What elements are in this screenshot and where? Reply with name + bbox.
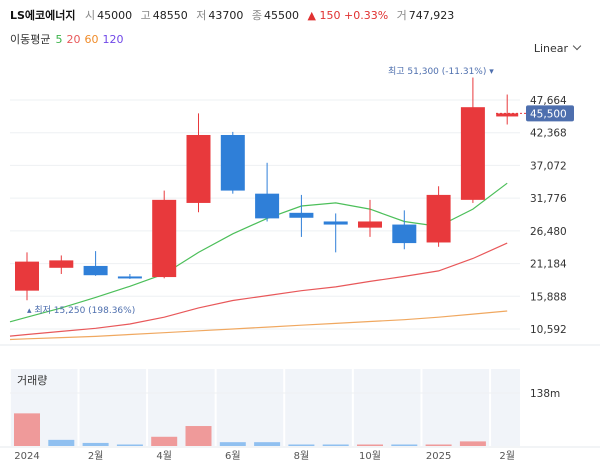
y-tick-label: 15,888 bbox=[530, 291, 567, 303]
volume-bar[interactable] bbox=[391, 444, 418, 447]
volume-bar[interactable] bbox=[116, 444, 143, 447]
candle-body[interactable] bbox=[152, 199, 177, 278]
ma20-line bbox=[9, 242, 508, 337]
close-label: 종 bbox=[251, 9, 263, 22]
candle-body[interactable] bbox=[426, 194, 451, 243]
min-price-annotation: ▴ 최저 15,250 (198.36%) bbox=[27, 305, 135, 316]
volume-label: 거 bbox=[396, 9, 407, 22]
x-tick-label: 2024 bbox=[14, 451, 39, 462]
ma60-line bbox=[9, 310, 508, 341]
x-tick-label: 2월 bbox=[88, 450, 104, 462]
volume-bar[interactable] bbox=[48, 439, 75, 446]
x-tick-label: 6월 bbox=[225, 450, 241, 462]
candle-body[interactable] bbox=[83, 265, 108, 276]
volume-bar[interactable] bbox=[151, 436, 178, 446]
candle-body[interactable] bbox=[289, 212, 314, 218]
volume-bar[interactable] bbox=[185, 426, 212, 446]
scale-mode-dropdown[interactable]: Linear bbox=[533, 41, 582, 55]
volume-panel-bg bbox=[216, 369, 284, 446]
y-tick-label: 10,592 bbox=[530, 324, 567, 336]
volume-panel-bg bbox=[79, 369, 147, 446]
volume-bar[interactable] bbox=[14, 413, 40, 446]
ma-period-20[interactable]: 20 bbox=[66, 33, 81, 46]
x-tick-label: 8월 bbox=[294, 450, 310, 462]
candle-body[interactable] bbox=[392, 224, 417, 244]
volume-panel-bg bbox=[422, 369, 490, 446]
volume-panel-bg bbox=[285, 369, 352, 446]
volume-bar[interactable] bbox=[219, 442, 246, 446]
low-price: 43700 bbox=[208, 9, 244, 22]
candle-body[interactable] bbox=[460, 107, 485, 200]
volume-value: 747,923 bbox=[408, 9, 455, 22]
price-change: ▲ 150 +0.33% bbox=[307, 9, 389, 22]
y-tick-label: 26,480 bbox=[530, 226, 567, 238]
x-tick-label: 2025 bbox=[426, 451, 451, 462]
ma-period-120[interactable]: 120 bbox=[102, 33, 124, 46]
candle-body[interactable] bbox=[117, 276, 142, 279]
candle-body[interactable] bbox=[496, 113, 519, 117]
low-label: 저 bbox=[196, 9, 207, 22]
ma5-line bbox=[9, 182, 508, 323]
volume-bar[interactable] bbox=[82, 442, 109, 446]
ma-period-5[interactable]: 5 bbox=[55, 33, 63, 46]
candle-body[interactable] bbox=[323, 221, 348, 225]
y-tick-label: 37,072 bbox=[530, 160, 567, 172]
open-label: 시 bbox=[85, 9, 96, 22]
stock-header: LS에코에너지 시 45000 고 48550 저 43700 종 45500 ▲ 15… bbox=[10, 7, 459, 23]
y-tick-label: 47,664 bbox=[530, 95, 567, 107]
volume-axis-label: 138m bbox=[530, 388, 560, 400]
volume-panel-bg bbox=[353, 369, 421, 446]
volume-bar[interactable] bbox=[357, 444, 383, 447]
scale-mode-label: Linear bbox=[533, 42, 568, 55]
stock-name: LS에코에너지 bbox=[10, 9, 76, 22]
volume-bar[interactable] bbox=[254, 442, 281, 446]
close-price: 45500 bbox=[264, 9, 300, 22]
candle-body[interactable] bbox=[186, 134, 211, 203]
moving-average-legend[interactable]: 이동평균 5 20 60 120 bbox=[10, 31, 127, 47]
y-tick-label: 31,776 bbox=[530, 193, 567, 205]
current-price-tag bbox=[526, 105, 574, 122]
x-tick-label: 4월 bbox=[156, 450, 172, 462]
candle-body[interactable] bbox=[15, 261, 39, 291]
volume-bar[interactable] bbox=[288, 444, 315, 447]
open-price: 45000 bbox=[97, 9, 133, 22]
volume-bar[interactable] bbox=[459, 441, 486, 446]
candle-body[interactable] bbox=[255, 193, 280, 219]
candle-body[interactable] bbox=[358, 221, 382, 228]
candle-body[interactable] bbox=[220, 134, 245, 191]
candle-body[interactable] bbox=[49, 260, 74, 268]
volume-bar[interactable] bbox=[322, 444, 349, 447]
moving-average-label: 이동평균 bbox=[10, 33, 51, 46]
volume-panel-bg bbox=[491, 369, 520, 446]
y-tick-label: 21,184 bbox=[530, 259, 567, 271]
volume-bar[interactable] bbox=[425, 444, 452, 447]
current-price-value: 45,500 bbox=[530, 108, 567, 120]
ma-period-60[interactable]: 60 bbox=[84, 33, 99, 46]
high-price: 48550 bbox=[152, 9, 188, 22]
volume-title: 거래량 bbox=[17, 374, 47, 387]
x-tick-label: 10월 bbox=[359, 450, 381, 462]
high-label: 고 bbox=[140, 9, 151, 22]
x-tick-label: 2월 bbox=[499, 450, 515, 462]
y-tick-label: 42,368 bbox=[530, 128, 567, 140]
max-price-annotation: 최고 51,300 (-11.31%) ▾ bbox=[388, 66, 494, 77]
